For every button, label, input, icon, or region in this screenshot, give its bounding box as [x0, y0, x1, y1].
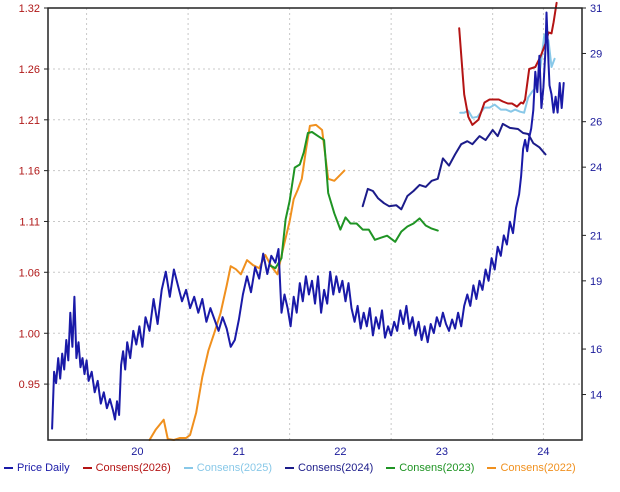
right-axis-tick-label: 14 — [590, 390, 602, 402]
right-axis-tick-label: 29 — [590, 48, 602, 60]
legend-swatch — [285, 467, 295, 470]
legend-label: Consens(2024) — [298, 462, 374, 474]
tick-layer: 0.95 1.00 1.06 1.11 1.16 1.21 1.26 1.32 14 16 19 21… — [19, 3, 603, 458]
x-axis-tick-label: 24 — [537, 446, 549, 458]
legend-swatch — [82, 467, 92, 470]
legend-item: Consens(2022) — [487, 461, 576, 476]
series-line-consens-2022 — [148, 123, 346, 441]
legend-item: Price Daily — [4, 461, 70, 476]
x-axis-tick-label: 23 — [436, 446, 448, 458]
x-axis-tick-label: 22 — [334, 446, 346, 458]
right-axis-tick-label: 19 — [590, 276, 602, 288]
left-axis-tick-label: 1.21 — [19, 115, 40, 127]
left-axis-tick-label: 1.26 — [19, 64, 40, 76]
series-layer — [51, 1, 565, 441]
left-axis-tick-label: 1.06 — [19, 267, 40, 279]
left-axis-tick-label: 1.11 — [19, 216, 40, 228]
legend: Price Daily Consens(2026) Consens(2025) Con… — [4, 461, 616, 476]
right-axis-tick-label: 24 — [590, 162, 602, 174]
legend-item: Consens(2026) — [82, 461, 171, 476]
series-line-consens-2023 — [268, 131, 439, 270]
right-axis-tick-label: 26 — [590, 117, 602, 129]
left-axis-tick-label: 1.32 — [19, 3, 40, 15]
left-axis-tick-label: 1.16 — [19, 166, 40, 178]
left-axis-tick-label: 0.95 — [19, 379, 40, 391]
legend-swatch — [183, 467, 193, 470]
x-axis-tick-label: 21 — [233, 446, 245, 458]
legend-item: Consens(2023) — [386, 461, 474, 476]
legend-label: Consens(2023) — [399, 462, 475, 474]
x-axis-tick-label: 20 — [131, 446, 143, 458]
legend-label: Consens(2022) — [500, 462, 576, 474]
series-line-consens-2024 — [361, 122, 547, 211]
chart: 0.95 1.00 1.06 1.11 1.16 1.21 1.26 1.32 14 16 19 21… — [19, 1, 603, 458]
right-axis-tick-label: 16 — [590, 344, 602, 356]
legend-item: Consens(2025) — [183, 461, 273, 476]
right-axis-tick-label: 21 — [590, 230, 602, 242]
legend-swatch — [386, 467, 396, 470]
legend-label: Consens(2026) — [95, 462, 171, 474]
legend-swatch — [487, 467, 497, 470]
series-line-price-daily — [51, 11, 565, 430]
legend-swatch — [4, 467, 13, 470]
plot-frame — [47, 7, 583, 441]
legend-item: Consens(2024) — [285, 461, 373, 476]
right-axis-tick-label: 31 — [590, 3, 602, 15]
plot-background — [48, 8, 582, 440]
left-axis-tick-label: 1.00 — [19, 328, 40, 340]
legend-label: Price Daily — [17, 462, 70, 474]
legend-label: Consens(2025) — [196, 462, 273, 474]
